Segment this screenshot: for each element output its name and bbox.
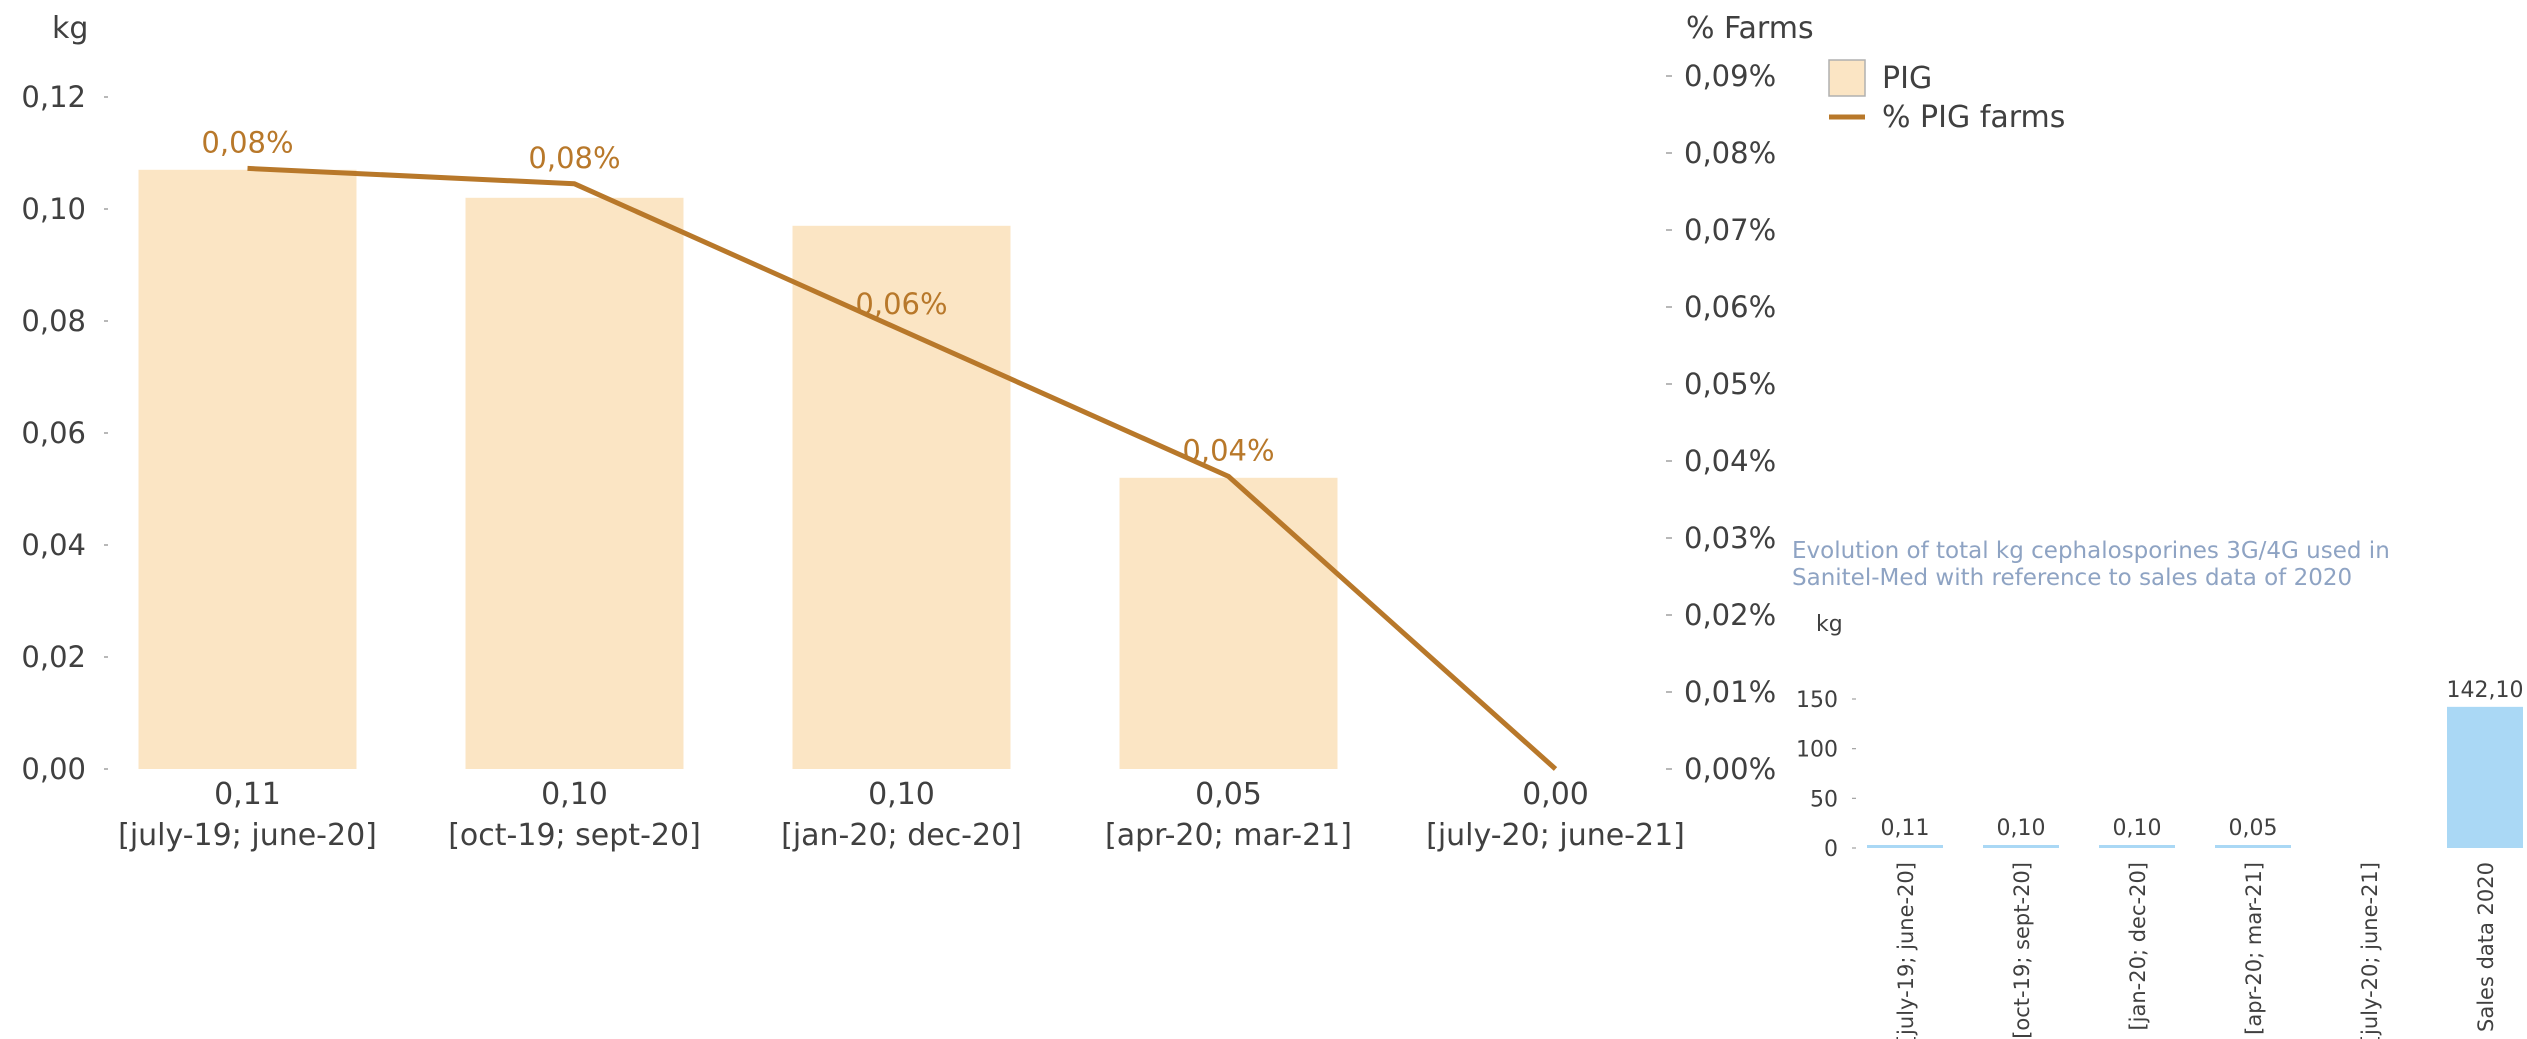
small-chart: Evolution of total kg cephalosporines 3G… [1792,538,2523,1039]
y2-tick-label: 0,01% [1684,675,1776,709]
y-tick-label: 0,10 [21,192,86,226]
y-tick-label: 0,08 [21,304,86,338]
y2-tick-label: 0,05% [1684,367,1776,401]
small-bar [2447,706,2523,848]
small-chart-title-line-2: Sanitel-Med with reference to sales data… [1792,565,2352,591]
y-axis-unit: kg [52,11,88,46]
bar-value-label: 0,10 [868,777,935,812]
category-label: [apr-20; mar-21] [1105,818,1352,853]
y-tick-label: 0,06 [21,416,86,450]
legend-label-pig-farms: % PIG farms [1882,100,2065,135]
small-category-labels: [july-19; june-20] [oct-19; sept-20] [jan-… [1894,862,2498,1039]
small-category-label: Sales data 2020 [2474,862,2498,1032]
y2-axis-ticks: 0,00% 0,01% 0,02% 0,03% 0,04% 0,05% 0,06% 0,07%… [1666,59,1776,786]
small-y-axis-ticks: 0 50 100 150 [1796,688,1856,862]
small-y-tick-label: 150 [1796,688,1838,713]
y-tick-label: 0,02 [21,640,86,674]
small-bar [2099,845,2175,848]
line-data-label: 0,08% [528,141,620,175]
small-bar-series: 0,11 0,10 0,10 0,05 142,10 [1867,678,2523,848]
small-category-label: [july-20; june-21] [2358,862,2382,1039]
bar [1119,477,1338,769]
category-label: [july-19; june-20] [118,818,377,853]
small-y-tick-label: 100 [1796,738,1838,763]
category-labels: 0,11 [july-19; june-20] 0,10 [oct-19; sept-… [118,777,1685,853]
legend-label-pig: PIG [1882,61,1932,96]
y2-tick-label: 0,06% [1684,290,1776,324]
small-y-axis-unit: kg [1816,612,1843,637]
y2-tick-label: 0,02% [1684,598,1776,632]
y-tick-label: 0,00 [21,752,86,786]
line-data-label: 0,06% [855,287,947,321]
bar [138,169,357,770]
small-y-tick-label: 50 [1810,787,1838,812]
bar-value-label: 0,05 [1195,777,1262,812]
line-path [247,165,1558,771]
small-bar [1983,845,2059,848]
small-chart-title: Evolution of total kg cephalosporines 3G… [1792,538,2397,591]
bar-series [138,169,1338,770]
small-chart-title-line-1: Evolution of total kg cephalosporines 3G… [1792,538,2390,564]
y2-axis-unit: % Farms [1686,11,1814,46]
line-series: 0,08% 0,08% 0,06% 0,04% [201,125,1558,771]
small-bar-data-label: 0,05 [2229,816,2278,841]
line-data-label: 0,04% [1182,433,1274,467]
main-chart: kg % Farms 0,000,020,040,060,080,100,12 … [21,11,1813,853]
y-tick-label: 0,12 [21,80,86,114]
bar [465,197,684,770]
small-y-tick-label: 0 [1824,837,1838,862]
small-bar-data-label: 0,10 [2113,816,2162,841]
bar-value-label: 0,11 [214,777,281,812]
y-tick-label: 0,04 [21,528,86,562]
y2-tick-label: 0,07% [1684,213,1776,247]
bar-value-label: 0,10 [541,777,608,812]
small-category-label: [apr-20; mar-21] [2242,862,2266,1035]
category-label: [oct-19; sept-20] [448,818,701,853]
small-category-label: [jan-20; dec-20] [2126,862,2150,1031]
y2-tick-label: 0,04% [1684,444,1776,478]
small-bar-data-label: 142,10 [2447,678,2524,703]
legend: PIG % PIG farms [1828,59,2065,135]
category-label: [july-20; june-21] [1426,818,1685,853]
small-bar-data-label: 0,11 [1881,816,1930,841]
legend-swatch-pig [1828,59,1866,97]
category-label: [jan-20; dec-20] [781,818,1022,853]
y2-tick-label: 0,08% [1684,136,1776,170]
bar-value-label: 0,00 [1522,777,1589,812]
small-bar-data-label: 0,10 [1997,816,2046,841]
small-bar [1867,845,1943,848]
y2-tick-label: 0,03% [1684,521,1776,555]
y2-tick-label: 0,00% [1684,752,1776,786]
y2-tick-label: 0,09% [1684,59,1776,93]
line-data-label: 0,08% [201,125,293,159]
bar [792,225,1011,770]
small-bar [2215,845,2291,848]
small-category-label: [july-19; june-20] [1894,862,1918,1039]
y-axis-ticks: 0,00 0,02 0,04 0,06 0,08 0,10 0,12 [21,80,108,786]
small-category-label: [oct-19; sept-20] [2010,862,2034,1039]
